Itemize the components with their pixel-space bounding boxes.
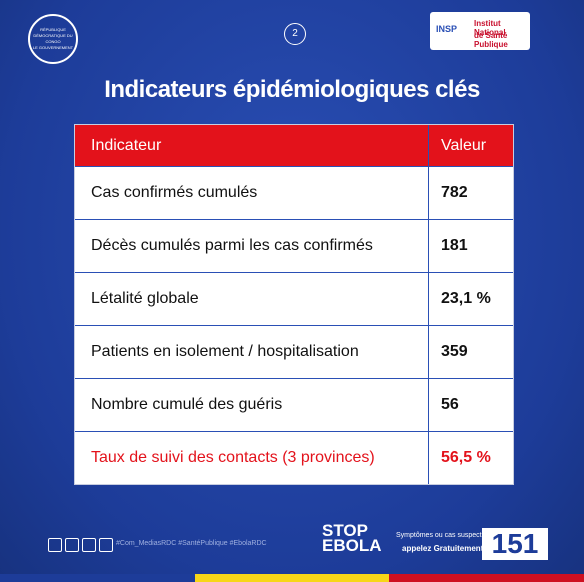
value-cell: 56,5 % <box>441 449 491 466</box>
youtube-icon[interactable] <box>82 538 96 552</box>
table-row: Décès cumulés parmi les cas confirmés 181 <box>75 219 513 272</box>
x-icon[interactable] <box>65 538 79 552</box>
logo-title: Institut National <box>474 19 506 37</box>
logo-abbr: INSP <box>436 24 458 34</box>
government-seal: RÉPUBLIQUE DÉMOCRATIQUE DU CONGO LE GOUV… <box>28 14 78 64</box>
table-row: Cas confirmés cumulés 782 <box>75 166 513 219</box>
indicator-cell: Patients en isolement / hospitalisation <box>75 326 429 378</box>
social-icons <box>48 538 113 552</box>
stop-text: STOP <box>322 521 368 540</box>
value-cell: 56 <box>441 396 459 413</box>
stripe-blue <box>0 574 195 582</box>
table-row: Patients en isolement / hospitalisation 3… <box>75 325 513 378</box>
value-cell: 23,1 % <box>441 290 491 307</box>
seal-text: RÉPUBLIQUE DÉMOCRATIQUE DU CONGO <box>33 27 73 44</box>
table-row: Taux de suivi des contacts (3 provinces)… <box>75 431 513 484</box>
column-header: Valeur <box>441 136 487 154</box>
indicator-cell: Létalité globale <box>75 273 429 325</box>
indicator-cell: Taux de suivi des contacts (3 provinces) <box>75 432 429 484</box>
stripe-red <box>389 574 584 582</box>
facebook-icon[interactable] <box>48 538 62 552</box>
hotline-number: 151 <box>482 528 548 560</box>
value-cell: 359 <box>441 343 468 360</box>
value-cell: 782 <box>441 184 468 201</box>
tiktok-icon[interactable] <box>99 538 113 552</box>
ebola-text: EBOLA <box>322 536 382 555</box>
indicator-cell: Décès cumulés parmi les cas confirmés <box>75 220 429 272</box>
table-header: Indicateur Valeur <box>75 125 513 166</box>
table-row: Nombre cumulé des guéris 56 <box>75 378 513 431</box>
stop-ebola-logo: STOP EBOLA <box>322 521 382 555</box>
insp-logo: INSP Institut National de Santé Publique <box>430 12 530 50</box>
stripe-yellow <box>194 574 390 582</box>
hashtags: #Com_MediasRDC #SantéPublique #EbolaRDC <box>116 540 267 547</box>
page-number: 2 <box>284 23 306 45</box>
indicator-table: Indicateur Valeur Cas confirmés cumulés 782… <box>74 124 514 485</box>
logo-subtitle: de Santé Publique <box>474 31 508 49</box>
title: Indicateurs épidémiologiques clés <box>104 76 480 103</box>
indicator-cell: Cas confirmés cumulés <box>75 167 429 219</box>
indicator-cell: Nombre cumulé des guéris <box>75 379 429 431</box>
seal-subtext: LE GOUVERNEMENT <box>32 45 74 50</box>
value-cell: 181 <box>441 237 468 254</box>
flag-stripe <box>0 574 584 582</box>
table-row: Létalité globale 23,1 % <box>75 272 513 325</box>
column-header: Indicateur <box>75 125 429 166</box>
hotline-call: appelez Gratuitement <box>402 544 484 553</box>
hotline-question: Symptômes ou cas suspect? <box>396 532 486 539</box>
